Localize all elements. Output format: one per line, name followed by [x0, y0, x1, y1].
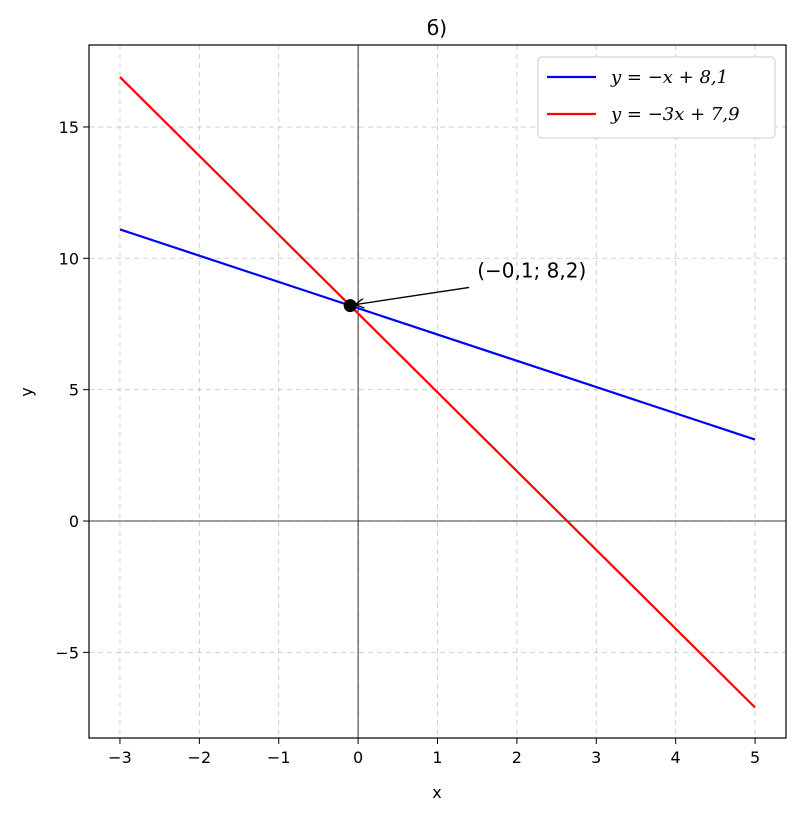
x-tick-label: 5: [750, 748, 760, 767]
x-tick-label: −2: [188, 748, 212, 767]
x-tick-label: 1: [432, 748, 442, 767]
y-tick-label: 15: [59, 118, 79, 137]
zero-axes: [89, 45, 786, 738]
series-line-2: [119, 76, 756, 709]
x-tick-label: −3: [108, 748, 132, 767]
y-tick-label: −5: [55, 643, 79, 662]
x-tick-label: 3: [591, 748, 601, 767]
y-tick-label: 5: [69, 381, 79, 400]
x-tick-label: 4: [671, 748, 681, 767]
series-line-1: [119, 228, 756, 441]
intersection-point: [343, 299, 357, 313]
y-tick-label: 0: [69, 512, 79, 531]
x-tick-label: 0: [353, 748, 363, 767]
annotation-label: (−0,1; 8,2): [477, 258, 586, 282]
x-tick-label: 2: [512, 748, 522, 767]
annotation: (−0,1; 8,2): [343, 258, 586, 313]
annotation-arrow: [355, 286, 470, 304]
x-tick-label: −1: [267, 748, 291, 767]
chart-title: б): [427, 16, 447, 40]
legend-label-2: y = −3x + 7,9: [610, 104, 740, 125]
y-axis-label: y: [17, 387, 36, 396]
legend: y = −x + 8,1 y = −3x + 7,9: [537, 56, 776, 139]
legend-label-1: y = −x + 8,1: [610, 67, 728, 88]
series-lines: [119, 76, 756, 709]
x-axis-label: x: [432, 783, 441, 802]
ticks: −3 −2 −1 0 1 2 3 4 5 −5 0 5 10 15: [55, 118, 760, 767]
legend-box: [537, 56, 776, 139]
y-tick-label: 10: [59, 249, 79, 268]
